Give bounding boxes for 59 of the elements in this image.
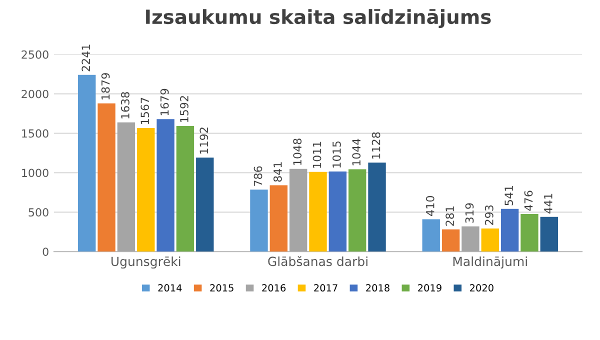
legend-label: 2014 <box>158 284 182 292</box>
bar <box>250 190 268 252</box>
data-label: 2241 <box>82 44 90 72</box>
data-label: 476 <box>524 190 533 211</box>
bar <box>309 172 327 252</box>
bar <box>98 103 116 252</box>
data-label: 786 <box>254 166 262 186</box>
bar <box>520 214 538 252</box>
y-tick-label: 2500 <box>22 50 48 59</box>
data-label: 410 <box>426 196 434 216</box>
data-label: 1638 <box>121 92 130 118</box>
y-tick-label: 2000 <box>22 90 48 98</box>
x-tick-label: Maldinājumi <box>453 256 527 269</box>
data-label: 441 <box>544 194 552 214</box>
y-tick-label: 0 <box>42 248 48 256</box>
bar <box>289 168 308 252</box>
bar <box>117 122 136 252</box>
bar <box>442 229 460 252</box>
bar <box>368 162 386 252</box>
y-tick-label: 1500 <box>22 129 48 138</box>
data-label: 1679 <box>160 88 169 116</box>
bar <box>270 185 288 252</box>
x-tick-label: Glābšanas darbi <box>268 256 368 266</box>
data-label: 841 <box>273 162 282 182</box>
data-label: 1048 <box>293 138 302 165</box>
y-tick-label: 500 <box>28 208 48 217</box>
bar <box>78 74 96 252</box>
bar <box>540 216 558 252</box>
data-label: 1044 <box>352 138 361 166</box>
bar <box>156 119 174 252</box>
bar <box>137 128 155 252</box>
bar <box>328 172 347 252</box>
legend-label: 2016 <box>262 284 286 292</box>
bar <box>462 226 480 252</box>
legend-label: 2020 <box>470 284 494 292</box>
x-tick-label: Ugunsgrēki <box>111 256 180 269</box>
data-label: 293 <box>484 205 494 225</box>
data-label: 541 <box>504 186 514 206</box>
bar <box>481 228 499 252</box>
data-label: 1015 <box>332 141 341 168</box>
legend-label: 2018 <box>366 284 390 292</box>
legend-label: 2017 <box>314 284 338 292</box>
data-label: 1879 <box>101 73 110 100</box>
data-label: 1592 <box>180 96 188 122</box>
bar <box>196 158 214 252</box>
chart-title: Izsaukumu skaita salīdzinājums <box>146 9 491 28</box>
legend-label: 2019 <box>418 284 442 292</box>
data-label: 1011 <box>312 142 322 168</box>
bar <box>500 208 519 252</box>
bar <box>176 126 194 252</box>
legend-label: 2015 <box>210 284 234 292</box>
bar <box>422 219 440 252</box>
bar <box>348 169 366 252</box>
data-label: 319 <box>465 203 474 223</box>
y-tick-label: 1000 <box>22 168 48 178</box>
data-label: 1192 <box>200 128 208 154</box>
data-label: 1567 <box>140 98 150 124</box>
data-label: 1128 <box>372 132 380 159</box>
data-label: 281 <box>446 206 454 226</box>
